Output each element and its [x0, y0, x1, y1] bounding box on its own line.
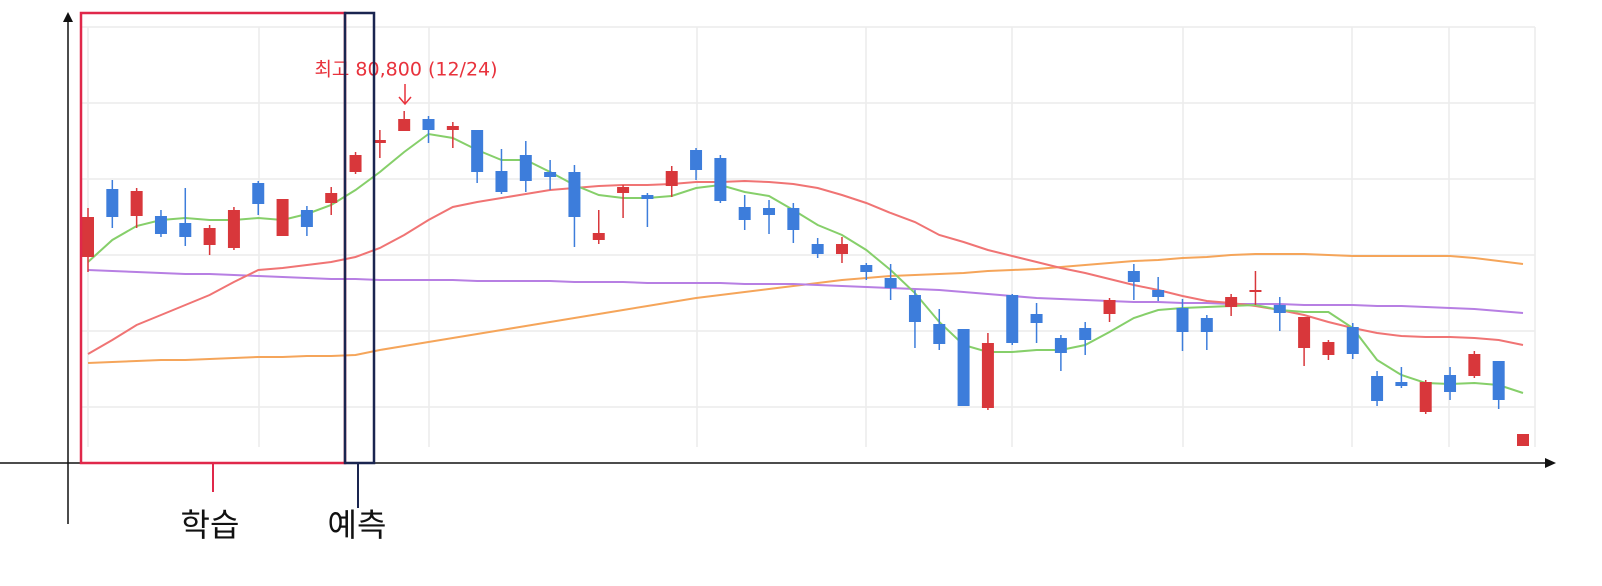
candle-body: [82, 217, 94, 257]
candle-body: [1054, 338, 1067, 353]
candle-body: [544, 172, 557, 177]
candle-body: [446, 126, 459, 130]
candle-body: [981, 343, 994, 408]
candle-body: [641, 195, 654, 199]
candle-body: [1176, 308, 1189, 332]
candle-body: [373, 140, 386, 143]
annotation: 최고 80,800 (12/24): [314, 59, 498, 106]
candle-body: [1322, 342, 1335, 355]
candle-body: [154, 216, 167, 234]
moving-averages: [87, 132, 1524, 394]
candle-body: [227, 210, 240, 248]
candle-body: [665, 171, 678, 186]
x-axis-arrow: [1545, 458, 1556, 468]
candle-body: [1030, 314, 1043, 323]
candle-body: [1225, 297, 1238, 307]
candle-body: [1103, 300, 1116, 314]
candle-body: [179, 223, 192, 237]
candle-body: [471, 130, 484, 172]
candle-body: [957, 329, 970, 406]
training-label: 학습: [181, 506, 240, 544]
candle-body: [106, 189, 119, 217]
candle-body: [714, 158, 727, 201]
candle-body: [203, 228, 216, 245]
candle-body: [1200, 318, 1213, 332]
candle-body: [276, 199, 289, 236]
candle-body: [811, 244, 824, 254]
candle-body: [860, 265, 873, 272]
regions: 학습 예측: [79, 11, 387, 544]
candle-body: [1298, 317, 1311, 348]
candle-body: [763, 208, 776, 215]
candle-body: [495, 171, 508, 192]
annotation-text: 최고 80,800 (12/24): [314, 59, 497, 81]
y-axis-arrow: [63, 12, 73, 22]
candle-body: [1127, 271, 1140, 282]
candle-body: [1395, 382, 1408, 386]
candle-body: [300, 210, 313, 227]
candle-body: [1079, 328, 1092, 340]
candle-body: [1444, 375, 1457, 392]
candle-body: [1273, 305, 1286, 313]
prediction-region: [343, 11, 376, 465]
candle-body: [519, 155, 532, 181]
prediction-label: 예측: [328, 506, 387, 544]
candle-body: [1152, 290, 1165, 297]
candle-body: [690, 150, 703, 170]
candle-body: [252, 183, 265, 204]
moving-average-line: [87, 269, 1524, 314]
moving-average-line: [87, 132, 1524, 394]
candle-body: [908, 295, 921, 322]
candle-body: [592, 233, 605, 240]
candles: [82, 111, 1529, 446]
candle-body: [884, 278, 897, 288]
candle-body: [1249, 290, 1262, 292]
candle-body: [1468, 354, 1481, 376]
candle-body: [787, 208, 800, 230]
candle-body: [422, 119, 435, 130]
candle-body: [1517, 434, 1529, 446]
candle-body: [398, 119, 411, 131]
axes: [0, 12, 1556, 524]
candle-body: [1006, 295, 1019, 343]
candle-body: [1346, 327, 1359, 354]
candle-body: [1419, 382, 1432, 412]
candle-body: [1371, 376, 1384, 401]
candle-body: [325, 193, 338, 203]
candle-body: [349, 155, 362, 172]
candle-body: [1492, 361, 1505, 400]
candle-body: [933, 324, 946, 344]
candle-body: [617, 187, 630, 193]
candle-body: [130, 191, 143, 216]
annotation-arrow-head: [398, 96, 412, 106]
vertical-grid: [87, 27, 1536, 447]
candle-body: [568, 172, 581, 217]
candle-body: [738, 207, 751, 220]
candle-body: [835, 244, 848, 254]
